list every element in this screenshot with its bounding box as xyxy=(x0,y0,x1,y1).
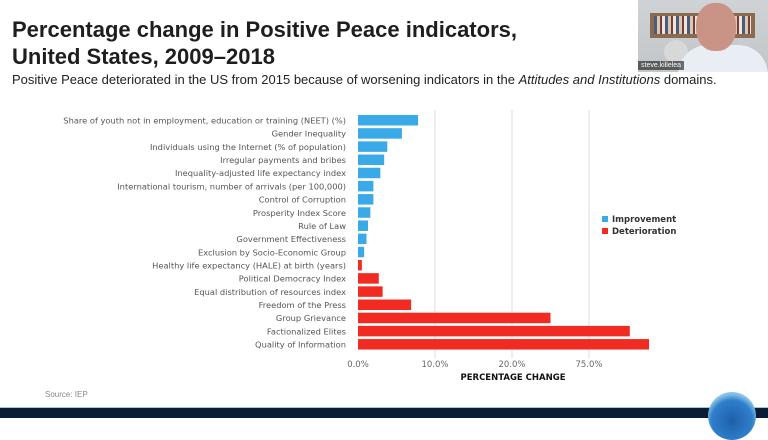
category-label: Government Effectiveness xyxy=(236,234,346,244)
source-note: Source: IEP xyxy=(45,390,88,399)
bar-chart: Share of youth not in employment, educat… xyxy=(63,110,676,383)
category-label: Control of Corruption xyxy=(259,195,346,205)
x-tick-labels: 0.0% 10.0% 20.0% 75.0% xyxy=(347,360,602,370)
bar xyxy=(358,167,381,179)
bar xyxy=(358,233,367,245)
x-tick-label: 75.0% xyxy=(575,360,602,370)
x-tick-label: 0.0% xyxy=(347,360,369,370)
category-label: Equal distribution of resources index xyxy=(194,287,346,297)
legend-label-improvement: Improvement xyxy=(612,215,676,225)
category-label: Rule of Law xyxy=(298,221,346,231)
bar xyxy=(358,128,402,139)
bar xyxy=(358,141,388,152)
bar xyxy=(358,246,365,258)
x-tick-label: 10.0% xyxy=(421,360,448,370)
category-label: Quality of Information xyxy=(255,340,346,350)
bar xyxy=(358,154,385,166)
legend-label-deterioration: Deterioration xyxy=(612,227,676,237)
bar xyxy=(358,339,650,350)
bar xyxy=(358,273,379,284)
bar xyxy=(358,180,374,192)
chart-subtitle: Positive Peace deteriorated in the US fr… xyxy=(12,72,717,87)
chart-title-line2: United States, 2009–2018 xyxy=(12,44,275,69)
chart-title-line1: Percentage change in Positive Peace indi… xyxy=(12,17,517,42)
subtitle-text-emphasis: Attitudes and Institutions xyxy=(518,72,661,87)
category-label: Healthy life expectancy (HALE) at birth … xyxy=(152,260,346,270)
legend-swatch-improvement xyxy=(602,216,608,222)
bar xyxy=(358,207,371,218)
x-tick-label: 20.0% xyxy=(498,360,525,370)
participant-head xyxy=(696,3,736,51)
category-label: Share of youth not in employment, educat… xyxy=(63,116,346,126)
chart-title: Percentage change in Positive Peace indi… xyxy=(12,16,572,70)
category-label: Individuals using the Internet (% of pop… xyxy=(150,142,346,152)
category-label: Irregular payments and bribes xyxy=(220,155,346,165)
subtitle-text-post: domains. xyxy=(660,72,717,87)
bar xyxy=(358,194,374,205)
subtitle-text-pre: Positive Peace deteriorated in the US fr… xyxy=(12,72,519,87)
participant-video-tile[interactable]: steve.killelea xyxy=(638,0,768,72)
participant-name-label: steve.killelea xyxy=(638,61,685,70)
category-label: Inequality-adjusted life expectancy inde… xyxy=(175,168,346,178)
bar xyxy=(358,312,551,324)
category-label: Gender Inequality xyxy=(272,129,346,139)
legend-swatch-deterioration xyxy=(602,228,608,234)
category-label: Political Democracy Index xyxy=(239,274,346,284)
category-label: Freedom of the Press xyxy=(259,300,346,310)
category-label: Factionalized Elites xyxy=(267,326,346,336)
x-axis-title: PERCENTAGE CHANGE xyxy=(460,373,565,383)
bar xyxy=(358,115,419,126)
bar xyxy=(358,259,362,271)
category-label: Prosperity Index Score xyxy=(253,208,346,218)
footer-bar xyxy=(0,407,768,418)
bar xyxy=(358,299,412,311)
category-label: Group Grievance xyxy=(276,313,346,323)
category-labels: Share of youth not in employment, educat… xyxy=(63,116,346,350)
legend: Improvement Deterioration xyxy=(602,215,676,237)
bar xyxy=(358,220,369,231)
category-label: Exclusion by Socio-Economic Group xyxy=(198,247,346,257)
footer-globe-logo xyxy=(708,392,756,440)
category-label: International tourism, number of arrival… xyxy=(117,181,346,191)
bars xyxy=(358,115,650,350)
bar xyxy=(358,325,630,337)
bar xyxy=(358,286,383,297)
